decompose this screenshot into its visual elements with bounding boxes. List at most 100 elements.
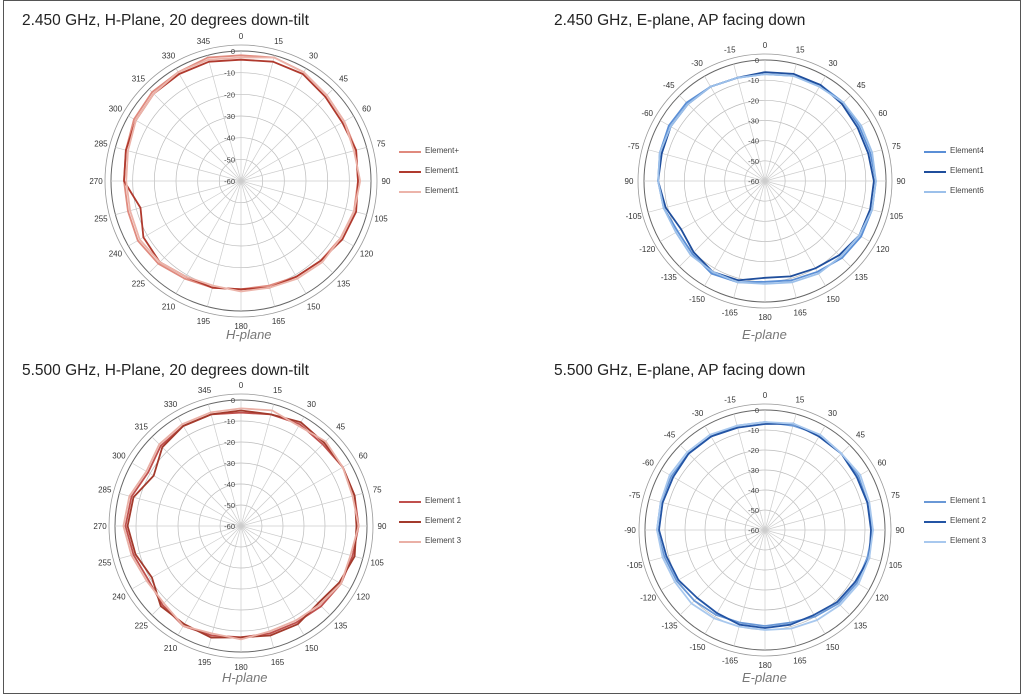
series-line-1 (657, 73, 877, 284)
angle-tick-label: 315 (132, 74, 146, 83)
chart-caption: E-plane (742, 327, 787, 342)
legend-item-2: Element1 (399, 163, 509, 183)
polar-chart: 0 15 30 45 60 75 90 105 120 135 150 165 180 195 210 225… (89, 32, 391, 331)
angle-tick-label: 120 (360, 250, 374, 259)
grid-spoke (240, 404, 274, 527)
chart-title: 2.450 GHz, H-Plane, 20 degrees down-tilt (22, 12, 309, 29)
radial-tick-label: -40 (224, 134, 235, 143)
angle-tick-label: 105 (889, 561, 903, 570)
angle-tick-label: -165 (722, 308, 739, 317)
grid-spoke (119, 493, 242, 527)
angle-tick-label: 0 (763, 41, 768, 50)
grid-spoke (764, 469, 870, 531)
grid-spoke (764, 529, 870, 591)
grid-spoke (240, 525, 305, 636)
grid-spoke (208, 404, 242, 527)
legend-item-2: Element1 (924, 163, 1025, 183)
radial-tick-label: -60 (748, 177, 759, 186)
radial-tick-label: -60 (224, 522, 235, 531)
angle-tick-label: -75 (628, 142, 640, 151)
legend-item-2: Element 2 (924, 513, 1025, 533)
chart-title: 2.450 GHz, E-plane, AP facing down (554, 12, 806, 29)
angle-tick-label: 180 (758, 661, 772, 670)
angle-tick-label: 15 (273, 386, 282, 395)
legend-swatch (924, 541, 946, 543)
chart-legend: Element 1 Element 2 Element 3 (399, 493, 509, 553)
angle-tick-label: 330 (164, 400, 178, 409)
angle-tick-label: 345 (197, 37, 211, 46)
angle-tick-label: -135 (662, 621, 679, 630)
grid-spoke (208, 525, 242, 648)
polar-chart: 0153045607590105120135150165180-165-150-… (625, 41, 906, 322)
legend-item-2: Element 2 (399, 513, 509, 533)
chart-panel-e-plane-2450: 2.450 GHz, E-plane, AP facing down 0 15 30… (514, 0, 1019, 345)
grid-spoke (175, 180, 242, 294)
angle-tick-label: -15 (724, 46, 736, 55)
angle-tick-label: 60 (359, 452, 368, 461)
radial-tick-label: -10 (224, 69, 235, 78)
angle-tick-label: 285 (94, 139, 108, 148)
grid-spoke (733, 64, 766, 182)
legend-label: Element4 (950, 146, 984, 155)
angle-tick-label: 195 (197, 317, 211, 326)
legend-swatch (399, 151, 421, 153)
series-line-3 (657, 73, 877, 285)
grid-spoke (764, 76, 826, 182)
grid-spoke (119, 525, 242, 559)
grid-spoke (240, 180, 367, 215)
angle-tick-label: -45 (663, 81, 675, 90)
radial-tick-label: -50 (224, 155, 235, 164)
grid-spoke (679, 95, 766, 182)
angle-tick-label: 150 (305, 644, 319, 653)
outer-ring (637, 53, 893, 309)
angle-tick-label: 210 (164, 644, 178, 653)
angle-tick-label: 315 (135, 422, 149, 431)
angle-tick-label: 135 (854, 621, 868, 630)
angle-tick-label: 225 (132, 280, 146, 289)
grid-spoke (115, 180, 242, 215)
angle-tick-label: 180 (758, 313, 772, 322)
grid-spoke (764, 95, 851, 182)
angle-tick-label: 120 (875, 594, 889, 603)
radial-tick-label: -10 (748, 426, 759, 435)
angle-tick-label: 165 (271, 658, 285, 667)
angle-tick-label: 30 (309, 51, 318, 60)
series-line-3 (656, 421, 874, 631)
angle-tick-label: 0 (239, 32, 244, 41)
grid-spoke (764, 180, 882, 213)
radial-tick-label: -40 (224, 480, 235, 489)
chart-legend: Element+ Element1 Element1 (399, 143, 509, 203)
angle-tick-label: 0 (239, 381, 244, 390)
grid-spoke (240, 525, 363, 559)
legend-swatch (924, 171, 946, 173)
outer-ring (104, 44, 378, 318)
grid-spoke (733, 180, 766, 298)
legend-label: Element1 (425, 186, 459, 195)
angle-tick-label: 300 (109, 105, 123, 114)
angle-tick-label: -150 (689, 295, 706, 304)
grid-spoke (660, 469, 766, 531)
grid-spoke (764, 180, 851, 267)
radial-tick-label: -20 (748, 446, 759, 455)
angle-tick-label: -15 (724, 396, 736, 405)
chart-caption: H-plane (226, 327, 272, 342)
grid-spoke (764, 529, 826, 635)
angle-tick-label: 210 (162, 303, 176, 312)
angle-tick-label: -30 (692, 409, 704, 418)
angle-tick-label: 105 (890, 212, 904, 221)
radial-tick-label: -40 (748, 137, 759, 146)
legend-item-1: Element 1 (924, 493, 1025, 513)
angle-tick-label: 60 (878, 109, 887, 118)
grid-spoke (128, 180, 242, 247)
grid-spoke (764, 120, 870, 182)
grid-spoke (764, 529, 851, 616)
legend-item-1: Element+ (399, 143, 509, 163)
grid-spoke (704, 180, 766, 286)
angle-tick-label: 270 (89, 177, 103, 186)
radial-tick-label: 0 (231, 396, 235, 405)
angle-tick-label: 180 (234, 663, 248, 672)
grid-spoke (240, 416, 305, 527)
grid-spoke (733, 413, 766, 531)
chart-panel-h-plane-5500: 5.500 GHz, H-Plane, 20 degrees down-tilt… (4, 350, 509, 695)
legend-swatch (399, 521, 421, 523)
